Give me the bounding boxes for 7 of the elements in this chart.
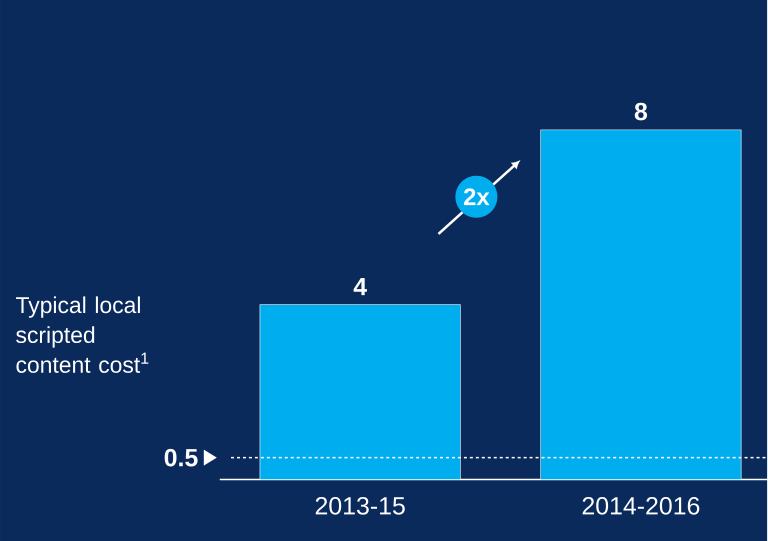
data-label: 8 — [634, 102, 648, 120]
ref-line-label: 0.5 — [164, 448, 198, 466]
x-tick-label: 2013-15 — [316, 496, 405, 514]
x-tick-label: 2014-2016 — [582, 496, 700, 514]
data-label: 4 — [354, 278, 367, 295]
y-axis-title: Typical local scripted content cost$^{1}$ — [16, 296, 148, 373]
annotation: 2x — [464, 188, 490, 205]
